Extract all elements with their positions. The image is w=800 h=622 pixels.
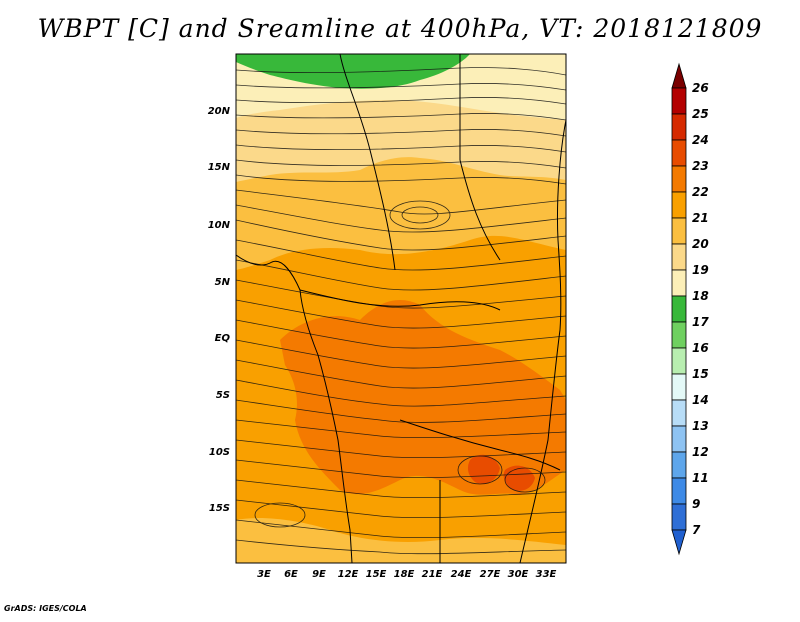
map-frame — [235, 53, 567, 564]
colorbar-top-arrow — [671, 62, 687, 89]
footer-credit: GrADS: IGES/COLA — [4, 604, 87, 613]
colorbar-swatch — [671, 425, 687, 453]
colorbar-label: 15 — [692, 367, 709, 381]
colorbar-label: 20 — [692, 237, 709, 251]
colorbar-swatch — [671, 295, 687, 323]
colorbar: 26 25 24 23 22 21 20 19 18 17 16 15 14 13 12 11 9 7 — [671, 62, 709, 556]
colorbar-label: 18 — [692, 289, 709, 303]
colorbar-label: 7 — [692, 523, 701, 537]
lon-label: 33E — [536, 569, 557, 580]
colorbar-swatch — [671, 191, 687, 219]
colorbar-swatch — [671, 503, 687, 531]
lat-label: 15S — [209, 503, 230, 514]
colorbar-swatch — [671, 347, 687, 375]
colorbar-swatch — [671, 321, 687, 349]
colorbar-label: 11 — [692, 471, 709, 485]
colorbar-label: 17 — [692, 315, 709, 329]
page-title: WBPT [C] and Sreamline at 400hPa, VT: 20… — [37, 14, 763, 43]
colorbar-label: 16 — [692, 341, 709, 355]
lon-label: 3E — [257, 569, 271, 580]
colorbar-swatch — [671, 165, 687, 193]
lon-label: 12E — [338, 569, 359, 580]
colorbar-label: 9 — [692, 497, 700, 511]
colorbar-label: 19 — [692, 263, 709, 277]
lat-label: EQ — [215, 333, 231, 344]
lat-axis: 20N 15N 10N 5N EQ 5S 10S 15S — [208, 106, 231, 514]
colorbar-label: 13 — [692, 419, 709, 433]
colorbar-swatch — [671, 87, 687, 115]
colorbar-label: 25 — [692, 107, 709, 121]
colorbar-swatch — [671, 399, 687, 427]
colorbar-swatch — [671, 243, 687, 271]
colorbar-label: 26 — [692, 81, 709, 95]
colorbar-label: 14 — [692, 393, 709, 407]
colorbar-swatch — [671, 269, 687, 297]
lon-label: 9E — [312, 569, 326, 580]
lat-label: 10N — [208, 220, 231, 231]
colorbar-swatch — [671, 373, 687, 401]
colorbar-swatch — [671, 139, 687, 167]
map-panel — [236, 54, 566, 563]
lat-label: 10S — [209, 447, 230, 458]
lat-label: 5N — [215, 277, 231, 288]
colorbar-swatch — [671, 113, 687, 141]
lon-label: 18E — [394, 569, 415, 580]
colorbar-swatch — [671, 477, 687, 505]
lat-label: 15N — [208, 162, 231, 173]
lon-label: 6E — [284, 569, 298, 580]
colorbar-label: 22 — [692, 185, 709, 199]
lat-label: 5S — [216, 390, 230, 401]
colorbar-bottom-arrow — [671, 529, 687, 556]
colorbar-label: 24 — [692, 133, 709, 147]
colorbar-label: 21 — [692, 211, 709, 225]
colorbar-label: 12 — [692, 445, 709, 459]
colorbar-swatch — [671, 451, 687, 479]
lon-label: 21E — [422, 569, 443, 580]
colorbar-swatch — [671, 217, 687, 245]
lon-axis: 3E 6E 9E 12E 15E 18E 21E 24E 27E 30E 33E — [257, 569, 556, 580]
lon-label: 27E — [480, 569, 501, 580]
lat-label: 20N — [208, 106, 231, 117]
colorbar-label: 23 — [692, 159, 709, 173]
lon-label: 30E — [508, 569, 529, 580]
lon-label: 15E — [366, 569, 387, 580]
lon-label: 24E — [451, 569, 472, 580]
